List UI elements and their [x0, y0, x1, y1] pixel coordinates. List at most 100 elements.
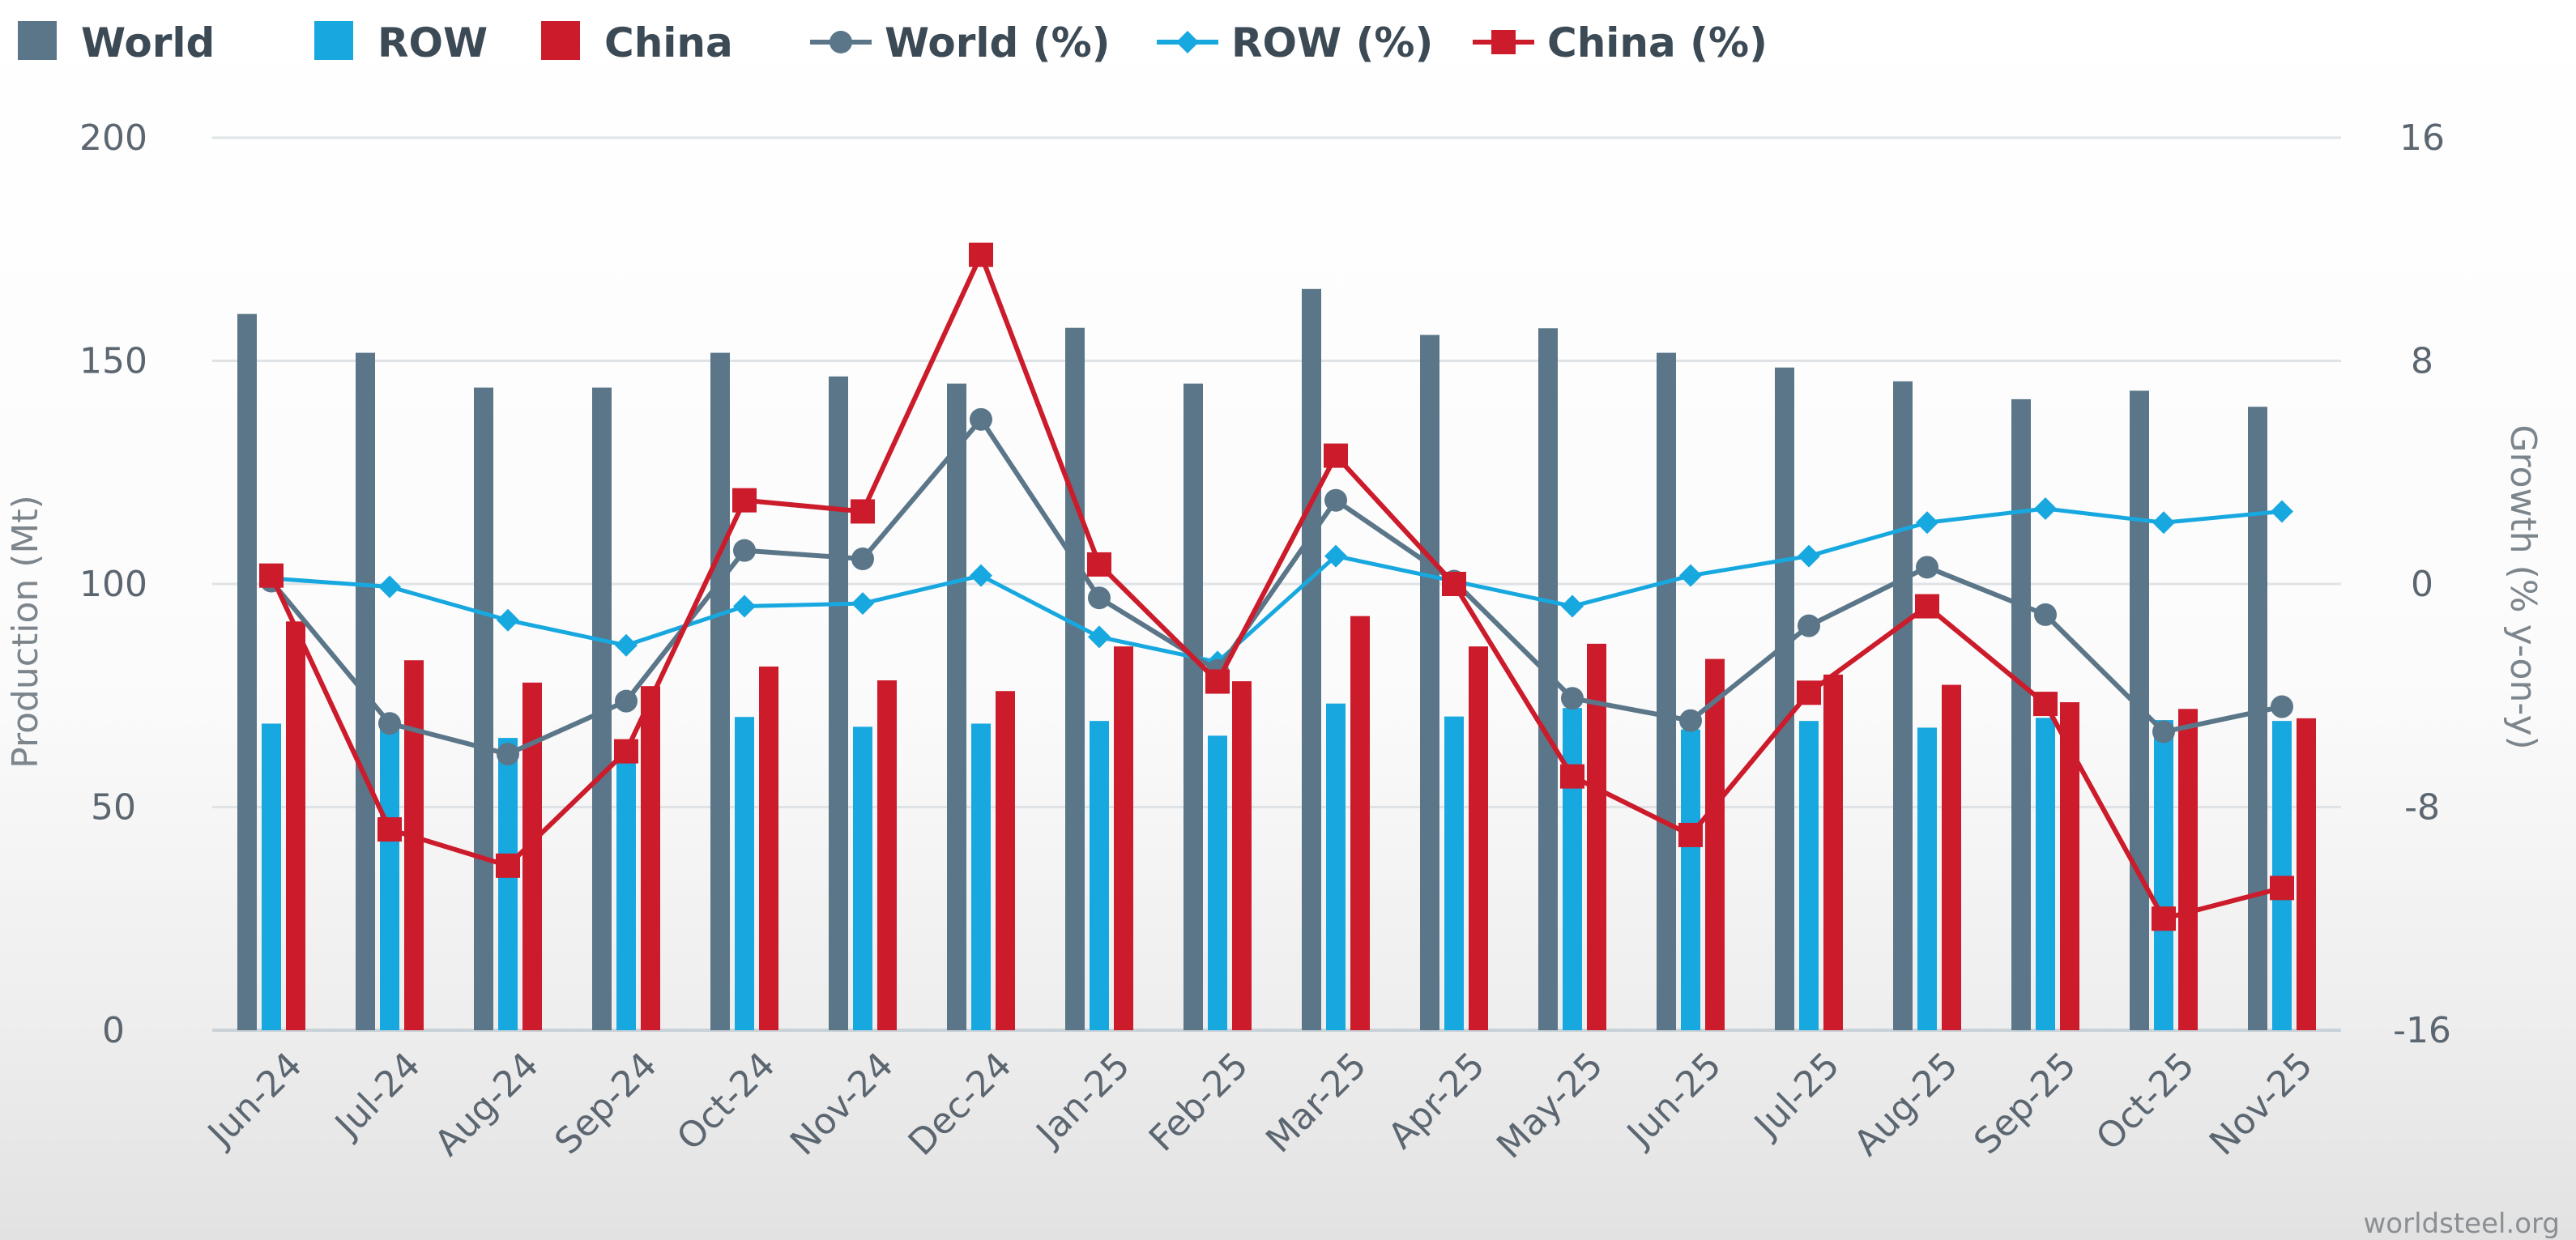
legend-item-row[interactable]: ROW: [314, 19, 488, 66]
bar-world: [1775, 367, 1794, 1030]
bar-world: [1657, 352, 1676, 1030]
point-row: [1324, 544, 1347, 568]
point-world: [1088, 586, 1111, 610]
point-row: [2152, 511, 2175, 535]
legend-label: World (%): [885, 19, 1111, 66]
bar-world: [1302, 288, 1321, 1030]
legend-label: China (%): [1547, 19, 1768, 66]
bar-china: [1942, 684, 1961, 1030]
y2-tick-label: 16: [2399, 117, 2445, 159]
bar-row: [616, 752, 636, 1030]
x-tick-label: Nov-24: [783, 1045, 902, 1164]
point-world: [970, 407, 992, 431]
x-tick-label: Jun-25: [1618, 1045, 1729, 1157]
bar-row: [735, 717, 754, 1030]
point-world: [2271, 695, 2293, 718]
y2-tick-label: 0: [2411, 564, 2433, 605]
bar-world: [1184, 383, 1203, 1030]
legend-label: ROW (%): [1231, 19, 1433, 66]
x-tick-label: Dec-24: [901, 1045, 1020, 1164]
bar-row: [262, 723, 281, 1030]
y-tick-label: 0: [102, 1010, 125, 1051]
x-tick-label: Apr-25: [1380, 1045, 1493, 1157]
bar-world: [710, 352, 730, 1030]
legend-label: World: [81, 19, 215, 66]
legend-label: China: [604, 19, 733, 66]
legend-swatch: [18, 21, 57, 60]
y-axis-title: Production (Mt): [5, 495, 46, 769]
legend-marker: [1491, 30, 1516, 54]
x-tick-label: Jul-24: [326, 1045, 429, 1148]
bar-row: [1326, 703, 1346, 1030]
point-china: [1915, 594, 1939, 619]
bar-china: [2297, 718, 2316, 1030]
bar-row: [2154, 720, 2173, 1030]
bar-world: [829, 376, 848, 1030]
point-row: [615, 633, 638, 657]
point-china: [377, 817, 402, 842]
bar-china: [1823, 674, 1843, 1030]
point-world: [2152, 720, 2175, 744]
point-china: [2152, 906, 2176, 931]
bar-china: [1232, 681, 1252, 1030]
point-china: [851, 499, 875, 524]
y-tick-label: 200: [79, 117, 147, 159]
point-world: [1324, 488, 1347, 512]
point-world: [1561, 687, 1584, 710]
bar-china: [1587, 643, 1606, 1030]
bar-china: [877, 680, 897, 1030]
bar-row: [1917, 727, 1937, 1030]
bar-world: [237, 313, 257, 1030]
bar-world: [1893, 381, 1913, 1030]
legend-item-world[interactable]: World: [18, 19, 215, 66]
bar-china: [1350, 616, 1370, 1030]
line-row: [271, 506, 2283, 664]
x-tick-label: Aug-25: [1846, 1045, 1966, 1165]
legend-item-china[interactable]: China (%): [1473, 19, 1768, 66]
legend-item-row[interactable]: ROW (%): [1157, 19, 1433, 66]
x-tick-label: Mar-25: [1258, 1045, 1375, 1161]
x-tick-label: Feb-25: [1141, 1045, 1256, 1160]
bar-row: [498, 738, 518, 1030]
bar-china: [759, 666, 778, 1030]
bar-row: [1208, 735, 1227, 1030]
point-china: [2270, 876, 2294, 901]
x-tick-label: May-25: [1489, 1045, 1611, 1167]
line-china: [269, 252, 2283, 922]
bar-row: [971, 723, 991, 1030]
bar-row: [380, 724, 399, 1030]
point-row: [1679, 564, 1702, 587]
point-china: [2033, 692, 2058, 717]
legend-marker: [830, 31, 852, 53]
point-china: [1087, 552, 1111, 577]
legend[interactable]: World ROW China World (%) ROW (%) China (%): [18, 19, 1768, 66]
point-row: [1088, 625, 1111, 649]
point-world: [497, 743, 519, 766]
point-china: [732, 488, 757, 513]
bar-world: [474, 387, 493, 1030]
x-tick-label: Oct-25: [2088, 1045, 2203, 1159]
bar-row: [1681, 729, 1700, 1030]
line-series: [259, 242, 2294, 931]
legend-swatch: [314, 21, 353, 60]
y2-tick-label: -16: [2393, 1010, 2451, 1051]
bar-china: [286, 621, 305, 1030]
legend-item-world[interactable]: World (%): [810, 19, 1111, 66]
point-row: [2271, 500, 2293, 523]
point-china: [1560, 764, 1584, 789]
point-world: [1798, 614, 1820, 637]
point-china: [1797, 680, 1821, 705]
legend-item-china[interactable]: China: [541, 19, 733, 66]
point-row: [1916, 511, 1938, 535]
point-china: [1442, 572, 1466, 596]
point-world: [2034, 603, 2057, 626]
source-credit: worldsteel.org: [2363, 1208, 2560, 1240]
point-world: [1679, 709, 1702, 732]
point-row: [2034, 497, 2057, 521]
y-tick-label: 50: [91, 787, 136, 829]
point-china: [496, 853, 520, 878]
bar-world: [1420, 335, 1439, 1030]
x-tick-label: Aug-24: [427, 1045, 547, 1165]
x-tick-label: Jun-24: [198, 1045, 310, 1157]
